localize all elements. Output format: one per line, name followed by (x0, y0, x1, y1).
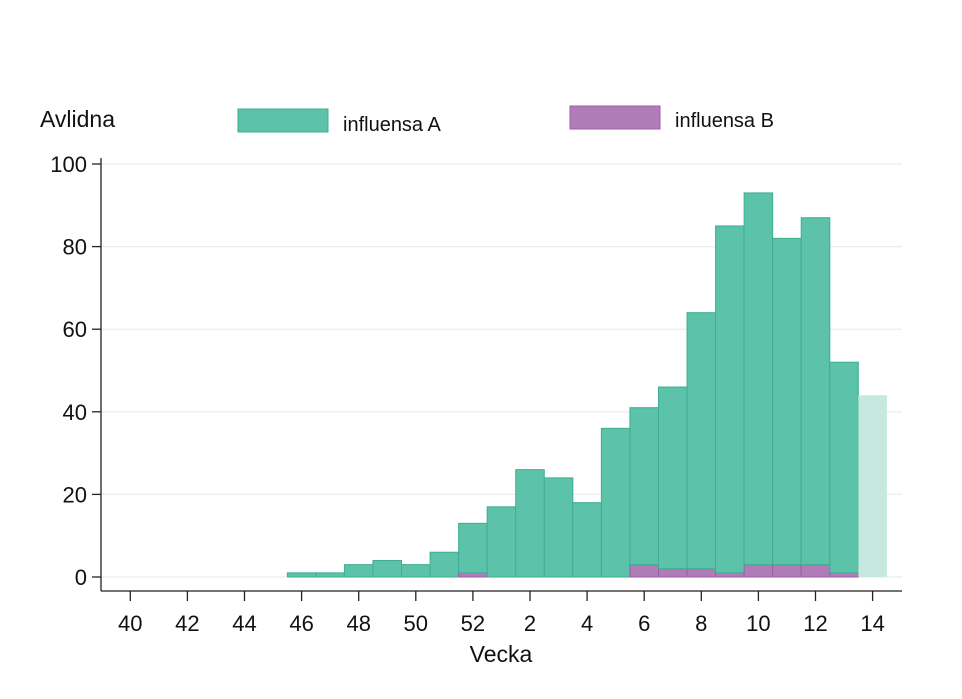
y-tick-label: 100 (50, 152, 87, 177)
bar-influensa-b (715, 572, 745, 578)
y-tick-label: 80 (63, 235, 87, 260)
y-tick-label: 40 (63, 400, 87, 425)
y-tick-label: 20 (63, 482, 87, 507)
bar-influensa-b (743, 564, 774, 578)
bar-influensa-b (800, 564, 831, 578)
bar-influensa-a (372, 559, 403, 578)
bar-influensa-a (743, 192, 774, 566)
x-tick-label: 52 (461, 611, 485, 636)
bar-influensa-a (515, 469, 545, 578)
bar-influensa-a (486, 506, 517, 578)
bar-influensa-a (315, 572, 345, 578)
bar-influensa-b (629, 564, 659, 578)
y-ticks: 0 20 40 60 80 100 (50, 152, 101, 590)
x-tick-label: 8 (695, 611, 707, 636)
bar-influensa-a (657, 386, 688, 570)
legend: influensa A influensa B (237, 105, 774, 136)
x-tick-label: 14 (860, 611, 884, 636)
x-tick-label: 4 (581, 611, 593, 636)
bar-influensa-a (715, 225, 745, 574)
x-ticks: 40 42 44 46 48 50 52 2 4 6 8 10 12 14 (118, 591, 885, 636)
bar-influensa-a (629, 407, 659, 566)
bar-influensa-a-preliminary (858, 395, 887, 577)
x-tick-label: 46 (289, 611, 313, 636)
bar-influensa-b (772, 564, 802, 578)
bar-influensa-a (343, 564, 374, 578)
bars (286, 192, 887, 578)
x-tick-label: 2 (524, 611, 536, 636)
bar-influensa-b (458, 572, 488, 578)
x-tick-label: 12 (803, 611, 827, 636)
bar-influensa-a (829, 361, 859, 574)
x-tick-label: 40 (118, 611, 142, 636)
bar-influensa-b (657, 568, 688, 578)
bar-influensa-a (401, 564, 431, 578)
y-tick-label: 60 (63, 317, 87, 342)
x-tick-label: 42 (175, 611, 199, 636)
bar-influensa-a (429, 551, 460, 578)
bar-influensa-a (572, 502, 602, 578)
x-tick-label: 6 (638, 611, 650, 636)
bar-influensa-a (543, 477, 574, 578)
x-tick-label: 10 (746, 611, 770, 636)
x-tick-label: 44 (232, 611, 256, 636)
axes (100, 158, 902, 592)
bar-influensa-b (686, 568, 717, 578)
x-axis-title: Vecka (470, 641, 533, 667)
legend-label-influensa-a: influensa A (343, 114, 442, 136)
bar-influensa-a (800, 217, 831, 566)
bar-influensa-a (600, 427, 631, 578)
bar-influensa-a (458, 522, 488, 574)
y-axis-title: Avlidna (40, 106, 115, 132)
x-tick-label: 50 (404, 611, 428, 636)
x-tick-label: 48 (346, 611, 370, 636)
y-tick-label: 0 (75, 565, 87, 590)
bar-influensa-a (286, 572, 317, 578)
legend-swatch-influensa-a (237, 108, 329, 133)
bar-influensa-b (829, 572, 859, 578)
bar-influensa-a (686, 312, 717, 570)
bar-influensa-a (772, 237, 802, 566)
legend-swatch-influensa-b (569, 105, 661, 130)
legend-label-influensa-b: influensa B (675, 110, 774, 132)
